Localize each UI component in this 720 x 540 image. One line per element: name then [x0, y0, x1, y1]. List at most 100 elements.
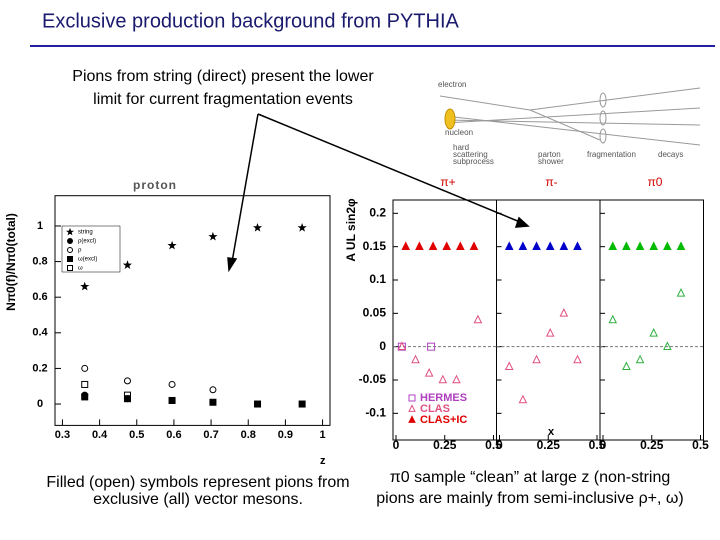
legend-marker: [67, 247, 73, 253]
y-tick-label: 0.1: [369, 272, 386, 286]
marker: [532, 354, 541, 364]
marker: [452, 374, 461, 384]
marker: [676, 241, 686, 250]
x-tick-label: 0.25: [537, 438, 561, 452]
marker: [635, 354, 645, 364]
y-tick-label: -0.1: [365, 406, 386, 420]
x-tick-label: 0.4: [92, 429, 108, 441]
marker: [253, 223, 263, 232]
marker: [254, 400, 262, 408]
x-tick-label: 0.5: [129, 429, 144, 441]
legend-marker: [67, 265, 73, 271]
top-note: limit for current fragmentation events: [93, 91, 353, 108]
marker: [80, 281, 90, 291]
marker: [167, 240, 177, 250]
x-tick-label: 0.5: [485, 438, 502, 452]
right-note: π0 sample “clean” at large z (non-string: [390, 469, 671, 486]
marker: [532, 241, 541, 250]
marker: [663, 341, 672, 350]
marker: [545, 241, 555, 250]
y-tick-label: 0.05: [363, 306, 387, 320]
marker: [209, 386, 217, 394]
marker: [428, 241, 438, 250]
marker: [415, 241, 424, 250]
marker: [123, 377, 131, 385]
x-tick-label: 0: [496, 438, 503, 452]
y-tick-label: 0.4: [32, 327, 48, 339]
legend-label: ρ(excl): [78, 239, 96, 245]
y-axis-label: Nπ0(f)/Nπ0(total): [4, 213, 18, 311]
marker: [545, 328, 555, 337]
y-tick-label: 0.6: [32, 291, 47, 303]
x-axis-label: z: [320, 455, 326, 467]
marker: [622, 361, 631, 370]
arrows: [227, 113, 530, 273]
marker: [518, 241, 528, 250]
diagram-label: fragmentation: [587, 150, 636, 159]
panel-label: π+: [440, 175, 455, 189]
marker: [297, 223, 307, 232]
y-axis-label: A UL sin2φ: [344, 198, 358, 262]
marker: [168, 396, 176, 404]
top-note: Pions from string (direct) present the l…: [72, 68, 374, 85]
marker: [649, 241, 659, 250]
x-tick-label: 0: [600, 438, 607, 452]
x-tick-label: 0.3: [55, 429, 70, 441]
marker: [298, 400, 306, 408]
diagram: [439, 87, 701, 146]
marker: [168, 380, 176, 388]
x-tick-label: 0.6: [166, 429, 181, 441]
legend-marker: [408, 415, 416, 423]
x-tick-label: 1: [320, 429, 326, 441]
x-tick-label: 0.9: [278, 429, 293, 441]
marker: [608, 241, 618, 250]
diagram-label: subprocess: [453, 157, 494, 166]
x-tick-label: 0.5: [692, 438, 709, 452]
marker: [401, 241, 411, 250]
legend-label: CLAS+IC: [420, 414, 467, 426]
legend-label: HERMES: [420, 392, 467, 404]
x-tick-label: 0.8: [241, 429, 256, 441]
marker: [81, 380, 89, 388]
marker: [424, 368, 434, 377]
marker: [608, 314, 618, 324]
marker: [518, 394, 528, 404]
legend-label: string: [78, 230, 93, 236]
panel-label: π0: [648, 175, 663, 189]
marker: [504, 241, 514, 250]
diagram-label: nucleon: [445, 128, 473, 137]
y-tick-label: 0.15: [363, 239, 387, 253]
legend-label: CLAS: [420, 403, 450, 415]
marker: [442, 241, 452, 250]
marker: [622, 241, 631, 250]
y-tick-label: -0.05: [359, 372, 387, 386]
diagram-label: parton: [538, 150, 561, 159]
legend-marker: [408, 394, 416, 402]
legend-label: ρ: [78, 248, 82, 254]
marker: [456, 241, 465, 250]
marker: [81, 393, 89, 401]
diagram-label: electron: [438, 80, 466, 89]
marker: [208, 231, 218, 241]
marker: [123, 395, 131, 403]
marker: [397, 341, 407, 350]
x-tick-label: 0.7: [203, 429, 218, 441]
y-tick-label: 0.2: [32, 362, 47, 374]
legend-marker: [65, 227, 75, 236]
plot-frame: [54, 195, 331, 426]
panel-label: π-: [545, 175, 557, 189]
right-note: pions are mainly from semi-inclusive ρ+,…: [376, 490, 683, 507]
diagram-label: decays: [658, 150, 683, 159]
marker: [123, 391, 131, 399]
panel-frame: [496, 199, 601, 441]
slide-title: Exclusive production background from PYT…: [42, 10, 460, 32]
panel-frame: [599, 199, 704, 441]
y-tick-label: 1: [37, 220, 43, 232]
marker: [676, 288, 686, 297]
marker: [559, 308, 569, 317]
y-tick-label: 0.8: [32, 255, 47, 267]
marker: [469, 241, 479, 250]
legend-marker: [67, 256, 73, 262]
marker: [649, 328, 659, 337]
